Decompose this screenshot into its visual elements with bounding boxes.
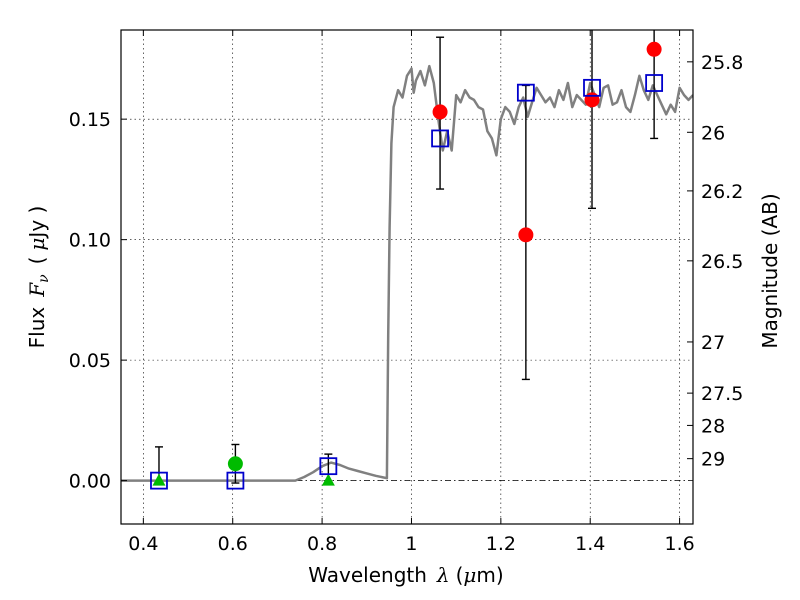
y2-tick-label: 25.8 [701, 52, 743, 74]
y2-tick-label: 26 [701, 122, 725, 144]
model-spectrum-line [121, 64, 693, 482]
upper-limit-triangle [152, 473, 166, 486]
model-photometry-square [150, 471, 168, 490]
plot-frame [120, 29, 694, 525]
x-axis-label: Wavelength λ (μm) [308, 563, 503, 587]
x-tick-label: 0.8 [307, 533, 337, 555]
model-photometry-square [583, 78, 601, 97]
x-tick-label: 1.4 [575, 533, 605, 555]
plot-area [121, 30, 693, 490]
x-tick-label: 1.2 [486, 533, 516, 555]
y2-tick-label: 27 [701, 332, 725, 354]
upper-limit-triangle [321, 473, 335, 486]
model-photometry-square [319, 457, 338, 476]
y-tick-label: 0.10 [69, 230, 111, 252]
y2-tick-label: 26.2 [701, 181, 743, 203]
y2-tick-label: 28 [701, 415, 725, 437]
model-photometry-square [431, 129, 449, 148]
y-tick-label: 0.05 [69, 350, 111, 372]
y-tick-label: 0.15 [69, 109, 111, 131]
model-photometry-square [516, 83, 535, 102]
x-tick-label: 1.6 [664, 533, 694, 555]
y2-axis-label: Magnitude (AB) [758, 193, 782, 348]
x-tick-label: 0.4 [128, 533, 158, 555]
data-point-circle [432, 104, 448, 120]
data-point-circle [584, 92, 600, 108]
y2-tick-label: 27.5 [701, 383, 743, 405]
model-photometry-square [645, 74, 664, 92]
x-tick-label: 0.6 [218, 533, 248, 555]
axis-ticks: 0.4 0.6 0.8 1 1.2 1.4 1.6 0.00 0.05 0.10 0.15 25.8 2… [69, 30, 743, 555]
y-tick-label: 0.00 [69, 471, 111, 493]
x-tick-label: 1 [405, 533, 417, 555]
data-point-circle [646, 41, 662, 57]
y2-tick-label: 26.5 [701, 251, 743, 273]
data-point-circle [227, 456, 243, 472]
y-axis-label: FluxFν(μJy ) [25, 206, 52, 349]
data-point-circle [518, 227, 534, 243]
model-photometry-square [226, 471, 245, 490]
y2-tick-label: 29 [701, 449, 725, 471]
